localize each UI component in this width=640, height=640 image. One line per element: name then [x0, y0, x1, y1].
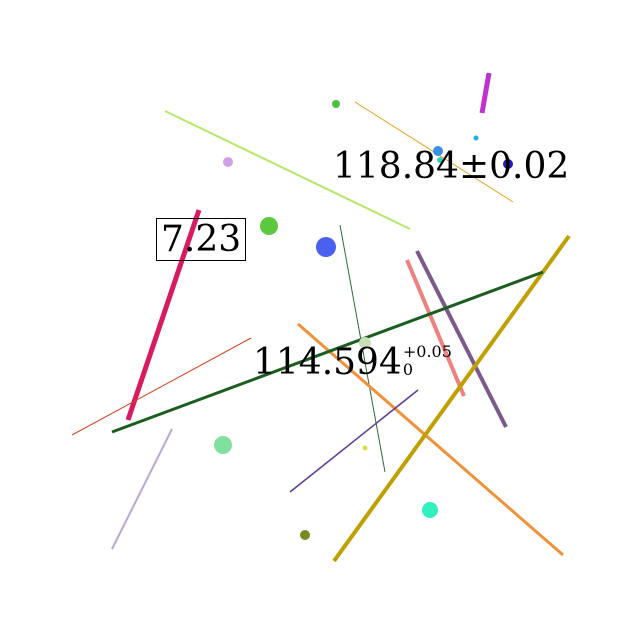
pale-green-dot — [359, 337, 371, 349]
upper-script: +0.05 — [402, 342, 452, 361]
salmon-line — [405, 259, 466, 397]
navy-dot — [503, 159, 513, 169]
cyan-dot — [473, 135, 479, 141]
lower-script: 0 — [402, 360, 414, 379]
indigo-line — [289, 389, 419, 493]
lavender-line — [111, 428, 173, 550]
script-stack: +0.05 0 — [402, 342, 452, 379]
lime-line — [164, 110, 411, 230]
teal-dot — [437, 157, 443, 163]
plus-minus-label: 118.84±0.02 — [333, 146, 570, 187]
crimson-bar — [125, 209, 202, 421]
yellow-dot — [362, 445, 368, 451]
red-thin-line — [71, 337, 252, 436]
main-value: 114.594 — [253, 342, 402, 383]
thin-dark-green-line — [339, 224, 386, 473]
aqua-dot — [422, 502, 438, 518]
violet-dot — [223, 157, 233, 167]
mint-dot — [214, 436, 232, 454]
magenta-bar — [479, 72, 492, 114]
orange-line — [297, 322, 564, 557]
olive-line — [332, 234, 571, 563]
purple-line — [415, 250, 508, 428]
royal-blue-dot — [316, 237, 336, 257]
green-dot — [332, 100, 340, 108]
olive-dot — [300, 530, 310, 540]
blue-dot — [433, 146, 443, 156]
medium-green-dot — [260, 217, 278, 235]
boxed-number-label: 7.23 — [156, 218, 247, 261]
dark-green-line — [111, 270, 544, 434]
scripted-number-label: 114.594 +0.05 0 — [253, 342, 452, 383]
